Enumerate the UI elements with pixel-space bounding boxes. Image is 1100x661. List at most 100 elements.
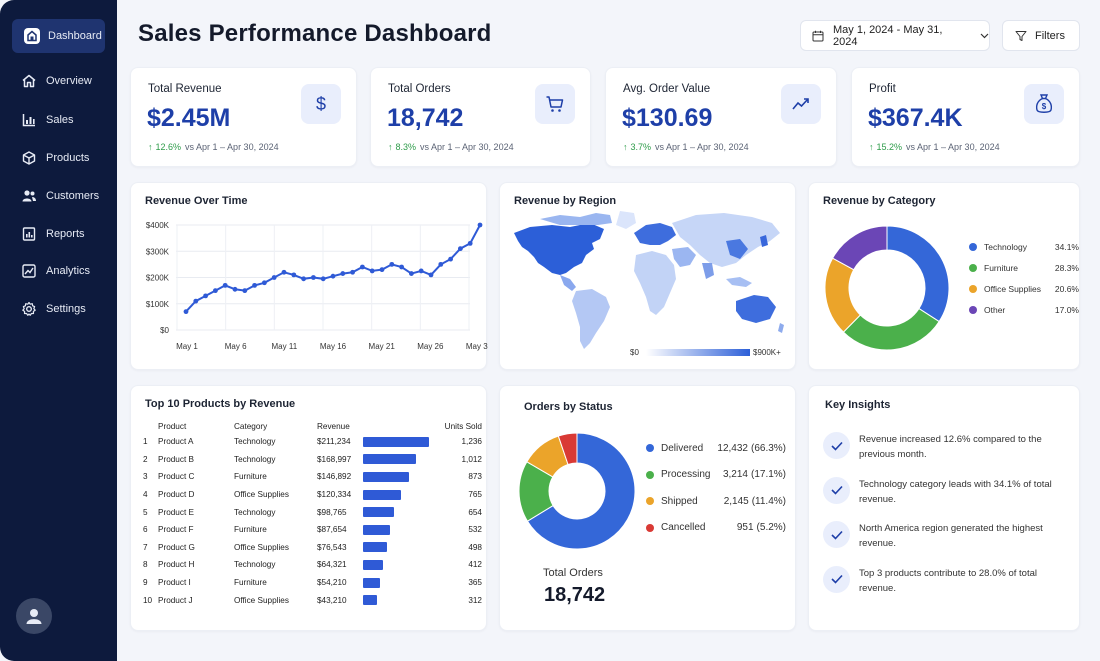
insight-item: Revenue increased 12.6% compared to the …	[823, 432, 1063, 462]
x-tick-label: May 1	[176, 342, 198, 351]
data-point	[262, 280, 267, 286]
legend-item: Processing 3,214 (17.1%)	[646, 468, 786, 482]
date-range-picker[interactable]: May 1, 2024 - May 31, 2024	[800, 20, 990, 51]
sidebar-item-sales[interactable]: Sales	[12, 103, 105, 137]
revenue-bar-cell	[357, 556, 437, 574]
data-point	[369, 268, 375, 274]
data-point	[193, 298, 199, 304]
sidebar-item-label: Analytics	[46, 265, 91, 277]
data-point	[183, 309, 189, 315]
kpi-value: 18,742	[387, 104, 464, 132]
region-europe[interactable]	[634, 223, 676, 245]
top-products-card: Top 10 Products by Revenue Product Categ…	[130, 385, 487, 631]
table-row[interactable]: 4 Product D Office Supplies $120,334 765	[143, 486, 482, 504]
sidebar-item-reports[interactable]: Reports	[12, 217, 105, 251]
sidebar-item-label: Customers	[46, 190, 100, 202]
kpi-title: Profit	[869, 83, 896, 95]
region-south-america[interactable]	[572, 289, 610, 349]
legend-swatch	[646, 497, 654, 505]
dashboard-icon	[24, 28, 40, 44]
units-cell: 365	[468, 578, 482, 588]
data-point	[281, 269, 287, 275]
category-cell: Technology	[234, 507, 276, 517]
arrow-up-icon: ↑	[388, 142, 393, 152]
total-orders-label: Total Orders	[543, 567, 603, 579]
legend-pct: (17.1%)	[750, 469, 786, 480]
donut-slice	[557, 432, 578, 466]
revenue-bar	[363, 577, 380, 588]
table-row[interactable]: 7 Product G Office Supplies $76,543 498	[143, 539, 482, 557]
chevron-down-icon	[980, 33, 989, 39]
legend-count: 951	[736, 522, 754, 533]
legend-swatch	[969, 306, 977, 314]
x-tick-label: May 16	[320, 342, 347, 351]
product-cell: Product E	[158, 507, 194, 517]
table-row[interactable]: 2 Product B Technology $168,997 1,012	[143, 451, 482, 469]
product-cell: Product H	[158, 560, 195, 570]
legend-label: Office Supplies	[984, 284, 1042, 294]
data-point	[389, 261, 395, 267]
kpi-delta-pct: 3.7%	[630, 142, 652, 152]
total-orders-value: 18,742	[544, 584, 606, 606]
legend-item: Furniture 28.3%	[969, 261, 1079, 275]
sidebar-item-products[interactable]: Products	[12, 141, 105, 175]
region-new-zealand[interactable]	[778, 323, 784, 333]
units-cell: 412	[468, 560, 482, 570]
table-row[interactable]: 1 Product A Technology $211,234 1,236	[143, 433, 482, 451]
legend-swatch	[646, 444, 654, 452]
sidebar-item-settings[interactable]: Settings	[12, 292, 105, 326]
insight-text: North America region generated the highe…	[859, 523, 1043, 549]
region-middle-east[interactable]	[672, 247, 696, 267]
home-icon	[20, 72, 38, 90]
table-row[interactable]: 8 Product H Technology $64,321 412	[143, 556, 482, 574]
region-north-america[interactable]	[514, 223, 604, 275]
filters-button[interactable]: Filters	[1002, 20, 1080, 51]
revenue-bar	[363, 559, 383, 570]
revenue-cell: $98,765	[317, 507, 347, 517]
legend-item: Shipped 2,145 (11.4%)	[646, 494, 786, 508]
product-cell: Product I	[158, 578, 191, 588]
data-point	[232, 286, 238, 292]
region-southeast-asia[interactable]	[726, 277, 752, 287]
sidebar-item-dashboard[interactable]: Dashboard	[12, 19, 105, 53]
product-cell: Product J	[158, 595, 193, 605]
sidebar-item-overview[interactable]: Overview	[12, 64, 105, 98]
map-legend-gradient	[646, 349, 750, 356]
region-china[interactable]	[726, 239, 748, 259]
legend-item: Technology 34.1%	[969, 240, 1079, 254]
kpi-value: $2.45M	[147, 104, 231, 132]
rank-cell: 6	[143, 525, 148, 535]
region-japan[interactable]	[760, 235, 768, 247]
revenue-bar	[363, 542, 387, 553]
table-row[interactable]: 9 Product I Furniture $54,210 365	[143, 574, 482, 592]
legend-swatch	[969, 285, 977, 293]
kpi-card-profit: Profit $367.4K ↑ 15.2% vs Apr 1 – Apr 30…	[851, 67, 1080, 167]
sidebar-item-customers[interactable]: Customers	[12, 179, 105, 213]
rank-cell: 7	[143, 542, 148, 552]
table-row[interactable]: 3 Product C Furniture $146,892 873	[143, 468, 482, 486]
top-products-title: Top 10 Products by Revenue	[145, 398, 296, 410]
region-greenland[interactable]	[616, 211, 636, 229]
products-icon	[20, 149, 38, 167]
data-point	[252, 282, 257, 288]
table-row[interactable]: 5 Product E Technology $98,765 654	[143, 503, 482, 521]
units-cell: 765	[468, 490, 482, 500]
region-australia[interactable]	[736, 295, 776, 323]
y-tick-label: $300K	[146, 247, 170, 256]
region-asia[interactable]	[672, 213, 780, 267]
revenue-cell: $64,321	[317, 560, 347, 570]
table-row[interactable]: 6 Product F Furniture $87,654 532	[143, 521, 482, 539]
user-avatar-icon[interactable]	[16, 598, 52, 634]
kpi-delta-pct: 15.2%	[876, 142, 903, 152]
region-africa[interactable]	[634, 251, 676, 315]
legend-label: Delivered	[661, 442, 704, 454]
sidebar-item-analytics[interactable]: Analytics	[12, 254, 105, 288]
region-canada-north[interactable]	[540, 213, 612, 225]
table-header-row: Product Category Revenue Units Sold	[143, 419, 482, 433]
table-row[interactable]: 10 Product J Office Supplies $43,210 312	[143, 591, 482, 609]
kpi-value: $367.4K	[868, 104, 963, 132]
arrow-up-icon: ↑	[148, 142, 153, 152]
units-cell: 654	[468, 507, 482, 517]
region-india[interactable]	[702, 263, 714, 279]
region-central-america[interactable]	[560, 275, 576, 291]
